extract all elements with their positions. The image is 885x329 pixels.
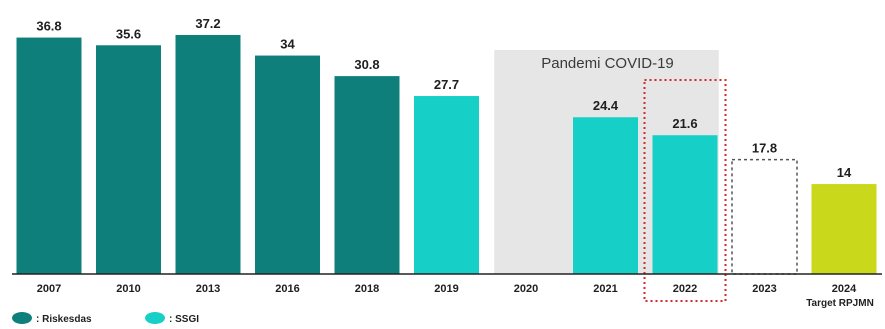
- bar-2007: [16, 37, 82, 275]
- x-tick-2013: 2013: [196, 283, 220, 295]
- value-label-2013: 37.2: [195, 16, 220, 31]
- bar-2019: [414, 96, 479, 274]
- value-label-2016: 34: [280, 37, 295, 52]
- bar-2016: [255, 55, 320, 274]
- x-tick-2023: 2023: [752, 283, 776, 295]
- value-label-2019: 27.7: [434, 77, 459, 92]
- bar-2010: [96, 45, 161, 274]
- legend-label-riskesdas: : Riskesdas: [36, 314, 92, 324]
- bar-2018: [334, 76, 400, 274]
- x-tick-2021: 2021: [593, 283, 617, 295]
- value-label-2021: 24.4: [593, 98, 619, 113]
- legend-swatch-ssgi: [145, 312, 165, 324]
- bar-2024: [811, 184, 877, 274]
- legend-label-ssgi: : SSGI: [169, 314, 199, 324]
- value-label-2023: 17.8: [752, 141, 777, 156]
- target-note: Target RPJMN: [806, 298, 874, 309]
- legend-swatch-riskesdas: [12, 312, 32, 324]
- highlight-box-2022: [643, 79, 727, 302]
- x-tick-2020: 2020: [514, 283, 538, 295]
- x-tick-2016: 2016: [275, 283, 299, 295]
- value-label-2007: 36.8: [36, 19, 61, 34]
- x-tick-2024: 2024: [832, 283, 857, 295]
- x-tick-2022: 2022: [673, 283, 697, 295]
- bar-2013: [175, 35, 241, 274]
- bar-2021: [573, 117, 638, 274]
- value-label-2024: 14: [837, 165, 852, 180]
- x-tick-2007: 2007: [37, 283, 61, 295]
- x-tick-2019: 2019: [434, 283, 458, 295]
- value-label-2022: 21.6: [672, 116, 697, 131]
- bar-2023: [731, 158, 798, 275]
- pandemic-band-label: Pandemi COVID-19: [541, 55, 674, 72]
- value-label-2018: 30.8: [354, 57, 379, 72]
- x-tick-2010: 2010: [116, 283, 140, 295]
- x-tick-2018: 2018: [355, 283, 379, 295]
- bar-2022: [652, 135, 718, 274]
- value-label-2010: 35.6: [116, 26, 141, 41]
